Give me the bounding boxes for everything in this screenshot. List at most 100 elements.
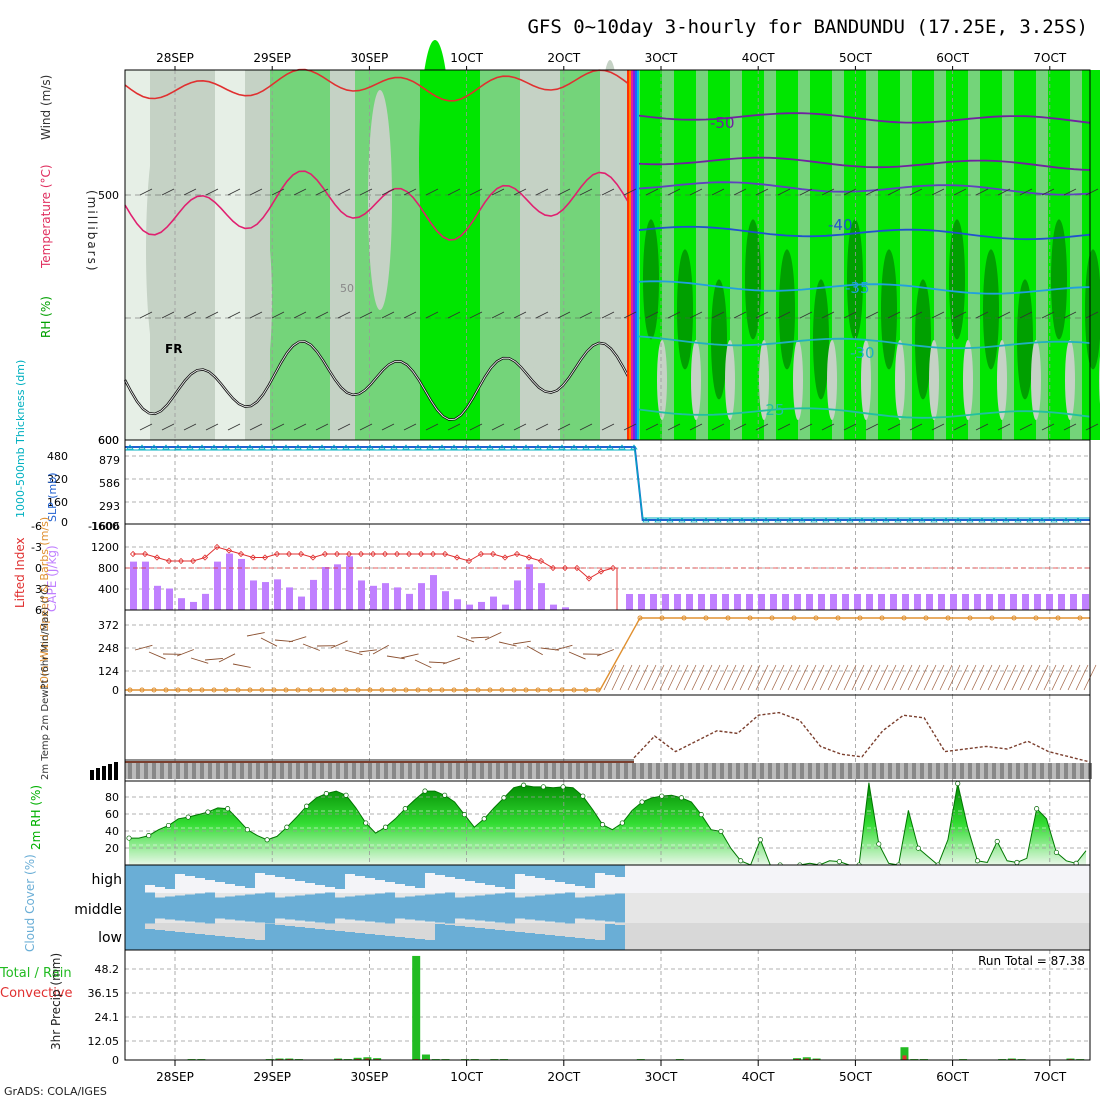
cloud-middle-bar xyxy=(425,894,435,922)
wind-barb xyxy=(899,664,913,691)
rh-legend-label: RH (%) xyxy=(39,296,53,338)
cloud-middle-bar xyxy=(515,897,525,919)
wind-barb xyxy=(747,664,761,691)
wind-barb xyxy=(469,188,483,196)
precip-ylabel: 3hr Precip (mm) xyxy=(49,953,63,1050)
slp-tick: 879 xyxy=(99,454,120,467)
cloud-low-bar xyxy=(485,929,495,950)
wind-barb xyxy=(939,664,953,691)
slp-marker xyxy=(558,444,566,450)
wind-barb xyxy=(1003,664,1017,691)
cloud-low-bar xyxy=(395,937,405,950)
wind-barb xyxy=(777,188,791,196)
slp-marker xyxy=(450,444,458,450)
temp-minmax-bar xyxy=(1072,763,1076,779)
precip-tick: 24.1 xyxy=(95,1011,120,1024)
cape-tick: 1600 xyxy=(91,520,119,533)
wind-barb xyxy=(667,188,681,196)
wind-barb xyxy=(931,311,945,319)
cloud-high-bar xyxy=(535,865,545,878)
wind-marker xyxy=(379,687,385,693)
x-tick-label: 4OCT xyxy=(742,51,775,65)
temp-minmax-bar xyxy=(728,763,732,779)
cloud-low-bar xyxy=(205,935,215,950)
rh-contour-label: 50 xyxy=(340,282,354,295)
wind-barb xyxy=(315,188,329,196)
wind-marker xyxy=(583,687,589,693)
cloud-middle-bar xyxy=(565,892,575,924)
slp-marker xyxy=(702,517,710,523)
wind-barb xyxy=(811,664,825,691)
temp-minmax-bar xyxy=(968,763,972,779)
wind-barb xyxy=(771,664,785,691)
cloud-high-bar xyxy=(355,865,365,876)
cape-bar xyxy=(866,594,873,610)
cloud-low-bar xyxy=(365,934,375,950)
wind-marker xyxy=(595,687,601,693)
wind-barb xyxy=(1063,188,1077,196)
axis-titles: RH (%) Temperature (°C) Wind (m/s) (mill… xyxy=(0,75,99,1050)
wind-barb xyxy=(995,664,1009,691)
wind-marker xyxy=(857,615,863,621)
wind-marker xyxy=(163,687,169,693)
rh-marker xyxy=(363,820,369,826)
slp-marker xyxy=(486,444,494,450)
rh-band xyxy=(330,70,355,440)
rh-marker xyxy=(836,859,842,865)
thickness-line xyxy=(125,449,1090,519)
wind-barb xyxy=(381,188,395,196)
temp-scale-mark xyxy=(114,762,118,780)
wind-barb xyxy=(667,664,681,691)
wind-barb xyxy=(963,664,977,691)
temp-minmax-bar xyxy=(712,763,716,779)
x-tick-label: 4OCT xyxy=(742,1070,775,1084)
wind-barb xyxy=(491,188,505,196)
isotherm-line xyxy=(633,156,1091,171)
cape-bar xyxy=(514,580,521,610)
cloud-middle-bar xyxy=(365,894,375,922)
cloud-middle-bar xyxy=(375,893,385,923)
rh-marker xyxy=(126,835,132,841)
temp-minmax-bar xyxy=(360,763,364,779)
rh-blob xyxy=(745,219,761,340)
cloud-low-bar xyxy=(515,932,525,950)
cape-bar xyxy=(1022,594,1029,610)
wind-barb xyxy=(843,311,857,319)
wind-barb xyxy=(403,423,417,431)
temp-minmax-bar xyxy=(320,763,324,779)
temp-minmax-bar xyxy=(392,763,396,779)
temp-minmax-bar xyxy=(1000,763,1004,779)
temp-line xyxy=(633,711,1091,763)
li-marker xyxy=(489,550,497,558)
slp-marker xyxy=(1002,517,1010,523)
rh-blob xyxy=(861,340,871,420)
temp-minmax-bar xyxy=(592,763,596,779)
slp-marker xyxy=(834,517,842,523)
cloud-middle-bar xyxy=(355,895,365,921)
wind-barb xyxy=(835,664,849,691)
wind-marker xyxy=(835,615,841,621)
cape-bar xyxy=(758,594,765,610)
cloud-low-bar xyxy=(565,937,575,950)
cloud-low-bar xyxy=(415,939,425,950)
slp-marker xyxy=(630,444,638,450)
wind-barb xyxy=(867,664,881,691)
wind-barb xyxy=(909,423,923,431)
rh-tick: 80 xyxy=(105,791,119,804)
wind-barb xyxy=(428,661,447,664)
temp-minmax-bar xyxy=(688,763,692,779)
temp-minmax-bar xyxy=(720,763,724,779)
cloud-middle-bar xyxy=(285,896,295,920)
rh-blob xyxy=(1065,340,1075,420)
cape-bar xyxy=(878,594,885,610)
cloud-low-bar xyxy=(195,934,205,950)
slp-marker xyxy=(738,517,746,523)
temp-scale-mark xyxy=(108,764,112,780)
slp-marker xyxy=(846,517,854,523)
wind-marker xyxy=(187,687,193,693)
li-marker xyxy=(441,550,449,558)
wind-barb xyxy=(1063,423,1077,431)
cloud-high-bar xyxy=(225,865,235,884)
wind-barb xyxy=(148,651,166,660)
slp-marker xyxy=(378,444,386,450)
